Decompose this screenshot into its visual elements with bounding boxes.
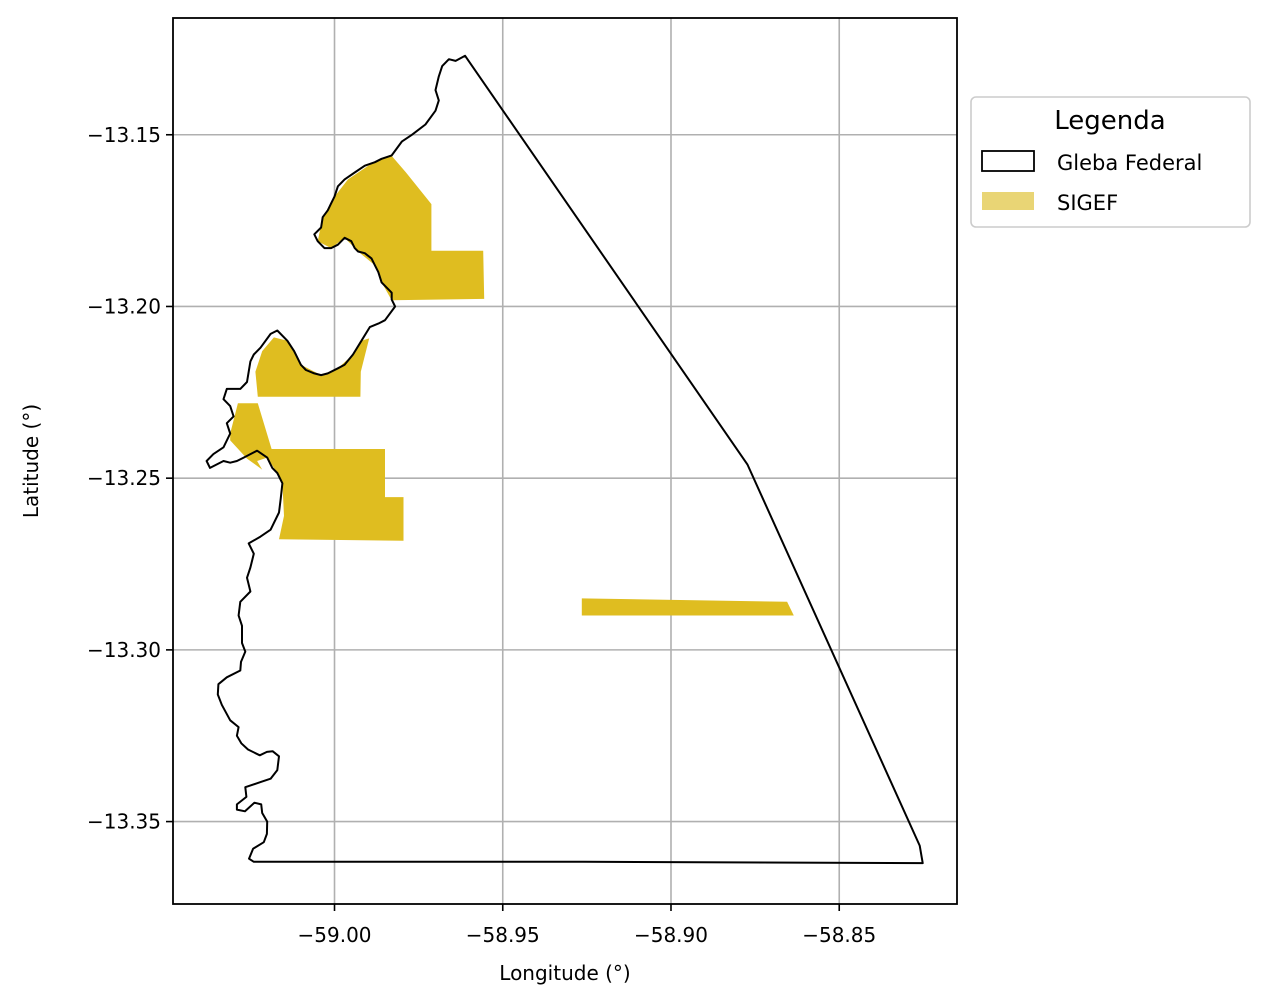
legend-label-gleba-federal: Gleba Federal — [1057, 151, 1202, 175]
sigef-parcel-polygon — [581, 598, 794, 616]
legend-swatch-gleba-federal — [981, 150, 1035, 172]
sigef-parcel-polygon — [317, 154, 485, 301]
x-axis: −59.00 −58.95 −58.90 −58.85 — [298, 904, 876, 947]
y-tick-label: −13.15 — [87, 123, 161, 147]
x-tick-label: −58.85 — [802, 923, 876, 947]
x-tick-label: −59.00 — [298, 923, 372, 947]
x-axis-label: Longitude (°) — [499, 961, 630, 985]
y-tick-label: −13.35 — [87, 810, 161, 834]
x-tick-label: −58.90 — [634, 923, 708, 947]
y-axis: −13.15 −13.20 −13.25 −13.30 −13.35 — [87, 123, 173, 834]
legend-title: Legenda — [1054, 106, 1165, 136]
plot-frame — [172, 17, 958, 905]
legend-label-sigef: SIGEF — [1057, 191, 1118, 215]
map-layers — [205, 54, 924, 865]
y-tick-label: −13.30 — [87, 638, 161, 662]
y-tick-label: −13.25 — [87, 466, 161, 490]
sigef-parcel-polygon — [230, 403, 404, 541]
legend-swatch-sigef — [982, 192, 1034, 210]
y-axis-label: Latitude (°) — [19, 404, 43, 518]
sigef-parcel-polygon — [255, 337, 370, 397]
x-tick-label: −58.95 — [466, 923, 540, 947]
y-tick-label: −13.20 — [87, 294, 161, 318]
legend: Legenda Gleba Federal SIGEF — [970, 96, 1251, 228]
gleba-federal-polygon — [205, 54, 924, 865]
legend-frame — [970, 96, 1251, 228]
